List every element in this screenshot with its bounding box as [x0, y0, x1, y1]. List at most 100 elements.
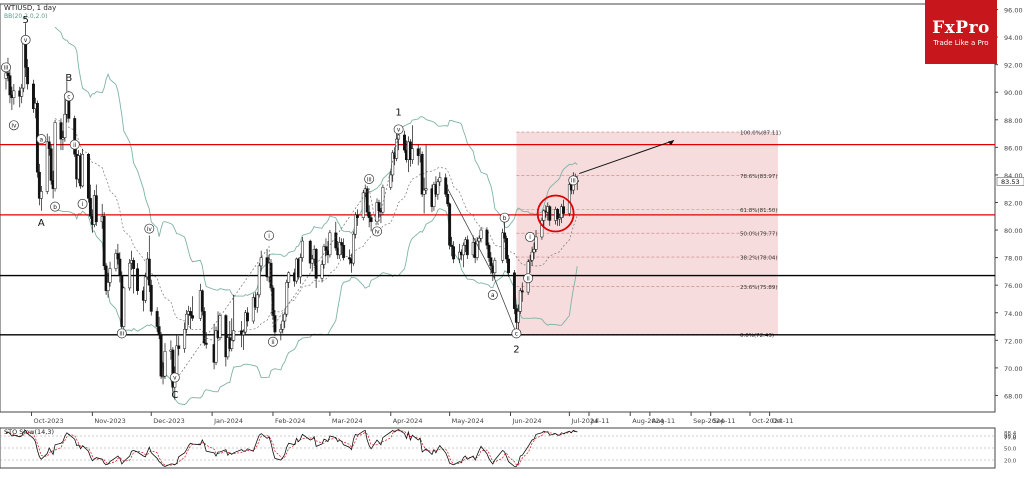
y-tick-label: 70.00	[1004, 365, 1023, 373]
wave-label-circle	[69, 139, 80, 150]
wave-label-circle	[511, 328, 522, 339]
wave-label-circle	[525, 231, 536, 242]
candle-body	[159, 334, 163, 377]
candle-body	[45, 141, 49, 192]
candle-body	[365, 188, 369, 213]
x-tick-label: May-2024	[452, 417, 484, 425]
x-tick-label: Oct-11	[772, 417, 794, 425]
candle-body	[191, 315, 194, 319]
fibonacci-level-label: 78.6%(83.97)	[740, 174, 778, 180]
candle-body	[245, 312, 249, 322]
candle-body	[448, 203, 452, 246]
candle-body	[485, 229, 489, 246]
candle-body	[416, 148, 420, 156]
candle-body	[147, 258, 151, 286]
candle-body	[189, 311, 192, 316]
candle-body	[132, 260, 136, 269]
y-tick-label: 84.00	[1004, 172, 1023, 180]
candle-body	[232, 330, 236, 341]
x-tick-label: Mar-2024	[332, 417, 363, 425]
candle-body	[534, 236, 538, 250]
candle-body	[377, 202, 381, 212]
y-tick-label: 92.00	[1004, 62, 1023, 70]
candle-body	[342, 244, 346, 258]
candle-body	[202, 311, 206, 344]
x-tick-label: Jul-2024	[570, 417, 598, 425]
fibonacci-level-label: 0.0%(72.43)	[740, 333, 774, 339]
candle-body	[512, 272, 516, 309]
wave-label-circle	[487, 289, 498, 300]
candle-body	[86, 153, 90, 199]
bollinger-lower-band	[55, 208, 578, 406]
x-tick-label: Nov-2023	[94, 417, 125, 425]
wave-label-circle	[499, 212, 510, 223]
candle-body	[528, 260, 532, 263]
candle-body	[487, 244, 491, 258]
candle-body	[136, 268, 139, 291]
candle-body	[175, 345, 179, 376]
wave-label: v	[397, 128, 401, 134]
candle-body	[251, 297, 255, 322]
stochastic-main-line	[5, 429, 578, 467]
wave-label: i	[529, 235, 531, 241]
candle-body	[391, 152, 395, 176]
candle-body	[450, 244, 454, 247]
y-tick-label: 80.00	[1004, 227, 1023, 235]
candle-body	[489, 257, 493, 267]
candle-body	[452, 246, 456, 260]
candle-body	[410, 148, 414, 161]
x-tick-label: Sep-2024	[693, 417, 724, 425]
bollinger-middle-band	[54, 118, 578, 342]
wave-label: iii	[367, 177, 372, 183]
candle-body	[328, 232, 332, 256]
candle-body	[348, 257, 351, 260]
candle-body	[395, 138, 399, 159]
candle-body	[122, 287, 126, 327]
candle-body	[562, 206, 565, 214]
candle-body	[259, 257, 263, 267]
x-tick-label: Jun-2024	[511, 417, 541, 425]
wave-label: B	[65, 73, 72, 84]
candle-body	[37, 171, 41, 199]
candle-body	[230, 340, 234, 349]
wave-label-circle	[36, 134, 47, 145]
candle-body	[461, 244, 465, 256]
candle-body	[242, 331, 245, 336]
candle-body	[518, 290, 522, 312]
candle-body	[204, 342, 208, 345]
candle-body	[444, 177, 448, 195]
oscillator-tick-label: 77.8	[1004, 435, 1017, 441]
candle-body	[389, 174, 393, 188]
wave-label: v	[24, 38, 28, 44]
candle-body	[320, 264, 324, 279]
y-tick-label: 76.00	[1004, 282, 1023, 290]
wave-label: 5	[22, 15, 28, 26]
breakout-highlight-circle	[536, 194, 575, 233]
fibonacci-level-label: 38.2%(78.04)	[740, 256, 778, 262]
candle-body	[8, 75, 12, 96]
indicator-label: BB(20,2.0,2.0)	[4, 13, 47, 20]
wave-label-circle	[8, 120, 19, 131]
candle-body	[161, 375, 165, 378]
stochastic-signal-line	[5, 430, 578, 466]
main-plot-frame	[0, 3, 996, 413]
candle-body	[255, 294, 259, 308]
candle-body	[479, 229, 483, 239]
bollinger-upper-band	[54, 26, 578, 297]
wave-label-circle	[144, 223, 155, 234]
candle-body	[424, 188, 428, 191]
candle-body	[542, 210, 546, 221]
wave-label-circle	[50, 201, 61, 212]
y-tick-label: 82.00	[1004, 199, 1023, 207]
y-tick-label: 68.00	[1004, 392, 1023, 400]
y-tick-label: 90.00	[1004, 89, 1023, 97]
candle-body	[59, 122, 63, 140]
wave-label: c	[515, 332, 518, 338]
candle-body	[530, 251, 534, 261]
current-price-label: 83.53	[1001, 178, 1020, 186]
wave-label: b	[503, 216, 507, 222]
fibonacci-level-label: 50.0%(79.77)	[740, 232, 778, 238]
wave-label: ii	[527, 276, 531, 282]
candle-body	[314, 249, 318, 279]
wave-label: a	[40, 137, 44, 143]
